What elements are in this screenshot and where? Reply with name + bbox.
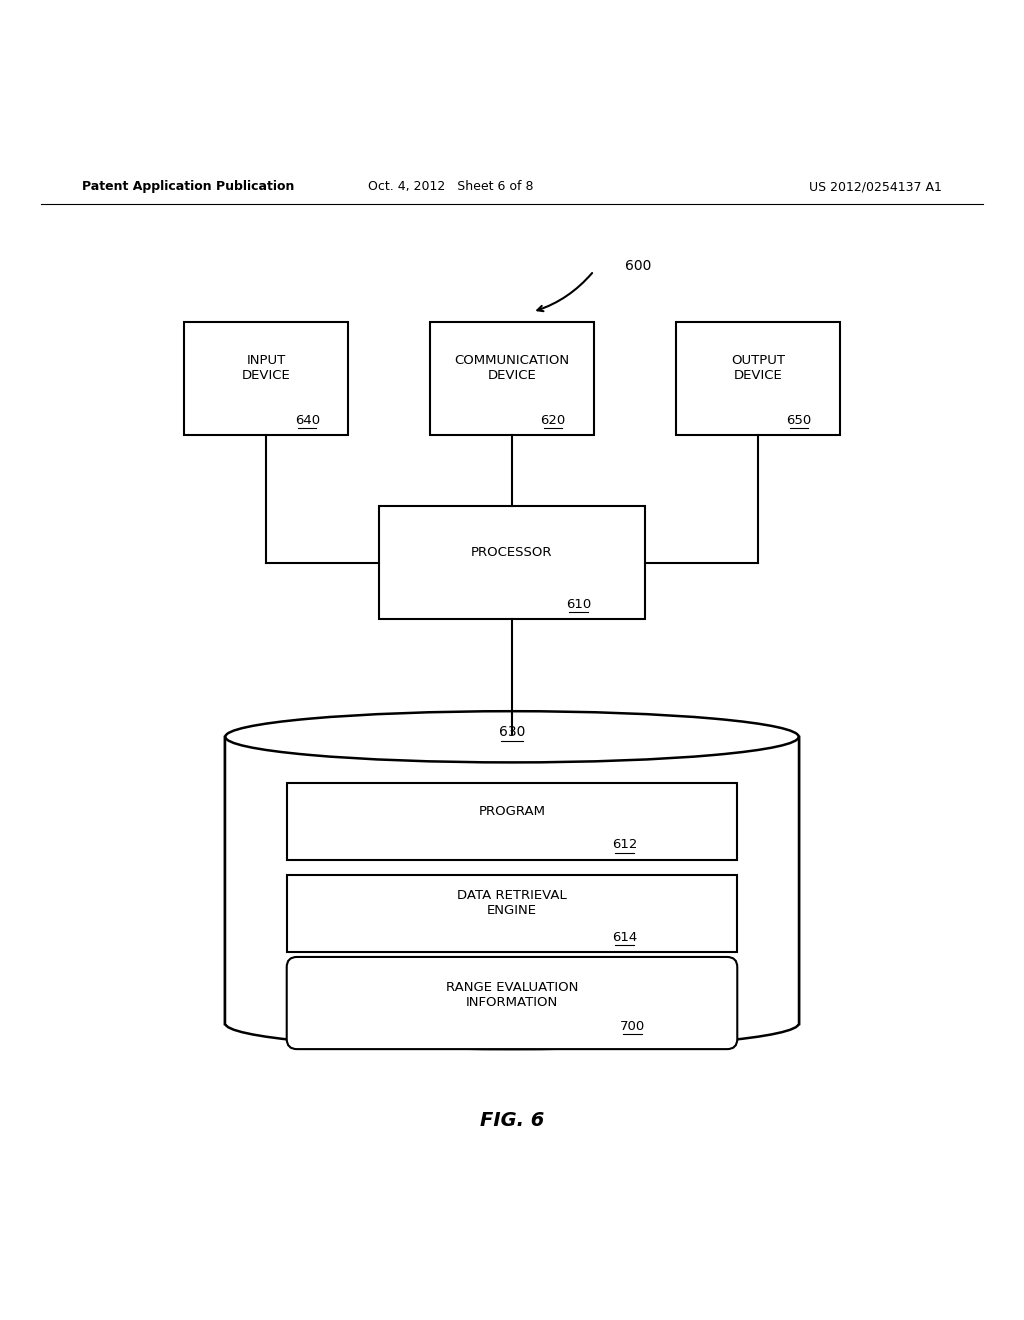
FancyBboxPatch shape — [676, 322, 840, 434]
Text: 614: 614 — [612, 931, 637, 944]
Ellipse shape — [225, 711, 799, 763]
FancyBboxPatch shape — [287, 957, 737, 1049]
Text: 700: 700 — [620, 1020, 645, 1032]
Text: OUTPUT
DEVICE: OUTPUT DEVICE — [731, 354, 784, 383]
Text: PROGRAM: PROGRAM — [478, 804, 546, 817]
Text: FIG. 6: FIG. 6 — [480, 1111, 544, 1130]
FancyBboxPatch shape — [287, 783, 737, 859]
Text: 620: 620 — [541, 413, 565, 426]
FancyBboxPatch shape — [184, 322, 348, 434]
Text: Oct. 4, 2012   Sheet 6 of 8: Oct. 4, 2012 Sheet 6 of 8 — [368, 181, 534, 194]
Text: 612: 612 — [612, 838, 637, 851]
Ellipse shape — [225, 998, 799, 1049]
Text: Patent Application Publication: Patent Application Publication — [82, 181, 294, 194]
Text: RANGE EVALUATION
INFORMATION: RANGE EVALUATION INFORMATION — [445, 981, 579, 1008]
FancyBboxPatch shape — [430, 322, 594, 434]
Bar — [225, 737, 799, 1023]
Text: DATA RETRIEVAL
ENGINE: DATA RETRIEVAL ENGINE — [457, 890, 567, 917]
Text: 610: 610 — [566, 598, 591, 611]
Text: INPUT
DEVICE: INPUT DEVICE — [242, 354, 291, 383]
FancyBboxPatch shape — [379, 507, 645, 619]
Text: 640: 640 — [295, 413, 319, 426]
Text: PROCESSOR: PROCESSOR — [471, 546, 553, 558]
Text: 650: 650 — [786, 413, 811, 426]
FancyBboxPatch shape — [287, 875, 737, 952]
Text: 600: 600 — [625, 259, 651, 273]
Text: 630: 630 — [499, 725, 525, 739]
Text: COMMUNICATION
DEVICE: COMMUNICATION DEVICE — [455, 354, 569, 383]
Text: US 2012/0254137 A1: US 2012/0254137 A1 — [809, 181, 942, 194]
